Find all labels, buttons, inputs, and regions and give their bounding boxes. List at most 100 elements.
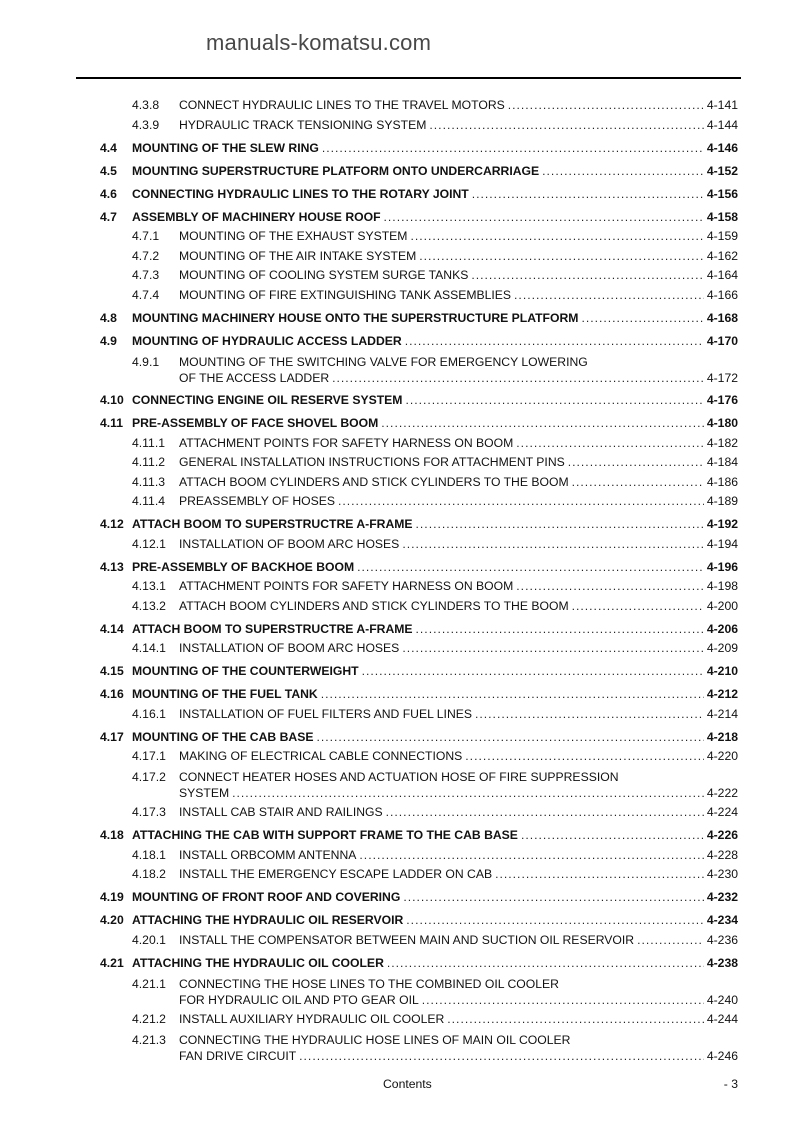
toc-entry[interactable]: 4.21 ATTACHING THE HYDRAULIC OIL COOLER 4-… bbox=[100, 954, 738, 974]
toc-entry-page[interactable]: 4-214 bbox=[706, 706, 738, 721]
toc-entry[interactable]: 4.14.1 INSTALLATION OF BOOM ARC HOSES 4-20… bbox=[100, 639, 738, 659]
toc-entry-page[interactable]: 4-158 bbox=[706, 209, 738, 224]
toc-entry[interactable]: 4.21.1 CONNECTING THE HOSE LINES TO THE C… bbox=[100, 973, 738, 1010]
toc-entry[interactable]: 4.21.2 INSTALL AUXILIARY HYDRAULIC OIL CO… bbox=[100, 1010, 738, 1030]
toc-entry[interactable]: 4.7 ASSEMBLY OF MACHINERY HOUSE ROOF 4-158 bbox=[100, 208, 738, 228]
toc-entry[interactable]: 4.11 PRE-ASSEMBLY OF FACE SHOVEL BOOM 4-18… bbox=[100, 414, 738, 434]
toc-entry-page[interactable]: 4-182 bbox=[706, 435, 738, 450]
toc-entry[interactable]: 4.19 MOUNTING OF FRONT ROOF AND COVERING 4… bbox=[100, 888, 738, 908]
toc-entry[interactable]: 4.15 MOUNTING OF THE COUNTERWEIGHT 4-210 bbox=[100, 662, 738, 682]
toc-entry-page[interactable]: 4-210 bbox=[706, 664, 738, 678]
toc-entry[interactable]: 4.17 MOUNTING OF THE CAB BASE 4-218 bbox=[100, 728, 738, 748]
toc-entry-body: MOUNTING SUPERSTRUCTURE PLATFORM ONTO UN… bbox=[132, 162, 738, 182]
toc-entry[interactable]: 4.11.4 PREASSEMBLY OF HOSES 4-189 bbox=[100, 492, 738, 512]
toc-entry[interactable]: 4.17.3 INSTALL CAB STAIR AND RAILINGS 4-22… bbox=[100, 803, 738, 823]
toc-entry-title: MOUNTING OF THE SLEW RING bbox=[132, 140, 319, 155]
toc-entry-page[interactable]: 4-168 bbox=[706, 310, 738, 325]
toc-entry-page[interactable]: 4-176 bbox=[706, 393, 738, 407]
toc-entry-number: 4.4 bbox=[100, 140, 117, 155]
toc-entry[interactable]: 4.10 CONNECTING ENGINE OIL RESERVE SYSTEM… bbox=[100, 391, 738, 411]
toc-entry-page[interactable]: 4-194 bbox=[706, 536, 738, 551]
toc-entry[interactable]: 4.16 MOUNTING OF THE FUEL TANK 4-212 bbox=[100, 685, 738, 705]
toc-entry-page[interactable]: 4-232 bbox=[706, 890, 738, 904]
toc-entry[interactable]: 4.14 ATTACH BOOM TO SUPERSTRUCTRE A-FRAME… bbox=[100, 620, 738, 640]
toc-entry-page[interactable]: 4-170 bbox=[706, 333, 738, 348]
toc-entry[interactable]: 4.9.1 MOUNTING OF THE SWITCHING VALVE FOR… bbox=[100, 351, 738, 388]
toc-entry-page[interactable]: 4-230 bbox=[706, 867, 738, 881]
toc-entry-page[interactable]: 4-156 bbox=[706, 186, 738, 201]
toc-entry[interactable]: 4.16.1 INSTALLATION OF FUEL FILTERS AND F… bbox=[100, 705, 738, 725]
toc-entry-page[interactable]: 4-206 bbox=[706, 621, 738, 636]
toc-entry[interactable]: 4.3.8 CONNECT HYDRAULIC LINES TO THE TRAV… bbox=[100, 96, 738, 116]
toc-entry[interactable]: 4.13.2 ATTACH BOOM CYLINDERS AND STICK CY… bbox=[100, 597, 738, 617]
toc-entry-page[interactable]: 4-186 bbox=[706, 474, 738, 489]
toc-entry[interactable]: 4.7.4 MOUNTING OF FIRE EXTINGUISHING TANK… bbox=[100, 286, 738, 306]
toc-entry-number: 4.6 bbox=[100, 186, 117, 201]
toc-entry-page[interactable]: 4-238 bbox=[706, 955, 738, 970]
toc-entry-page[interactable]: 4-166 bbox=[706, 287, 738, 302]
dot-leader bbox=[316, 728, 703, 748]
toc-entry[interactable]: 4.11.1 ATTACHMENT POINTS FOR SAFETY HARNE… bbox=[100, 434, 738, 454]
toc-entry-line: MOUNTING OF THE AIR INTAKE SYSTEM 4-162 bbox=[179, 247, 738, 267]
toc-entry-page[interactable]: 4-244 bbox=[706, 1011, 738, 1026]
toc-entry-page[interactable]: 4-198 bbox=[706, 579, 738, 593]
toc-entry[interactable]: 4.6 CONNECTING HYDRAULIC LINES TO THE ROT… bbox=[100, 185, 738, 205]
toc-entry-body: MOUNTING OF HYDRAULIC ACCESS LADDER 4-170 bbox=[132, 332, 738, 352]
toc-entry-body: HYDRAULIC TRACK TENSIONING SYSTEM 4-144 bbox=[179, 116, 738, 136]
toc-entry[interactable]: 4.20 ATTACHING THE HYDRAULIC OIL RESERVOI… bbox=[100, 911, 738, 931]
toc-entry-page[interactable]: 4-164 bbox=[706, 268, 738, 282]
toc-entry-number: 4.16.1 bbox=[132, 706, 166, 721]
toc-entry[interactable]: 4.7.1 MOUNTING OF THE EXHAUST SYSTEM 4-159 bbox=[100, 227, 738, 247]
toc-entry[interactable]: 4.11.3 ATTACH BOOM CYLINDERS AND STICK CY… bbox=[100, 473, 738, 493]
toc-entry[interactable]: 4.4 MOUNTING OF THE SLEW RING 4-146 bbox=[100, 139, 738, 159]
toc-entry-page[interactable]: 4-236 bbox=[706, 932, 738, 947]
toc-entry-page[interactable]: 4-240 bbox=[706, 992, 738, 1007]
toc-entry[interactable]: 4.3.9 HYDRAULIC TRACK TENSIONING SYSTEM 4-… bbox=[100, 116, 738, 136]
toc-entry-page[interactable]: 4-159 bbox=[706, 229, 738, 243]
toc-entry-title: ATTACH BOOM CYLINDERS AND STICK CYLINDER… bbox=[179, 598, 569, 613]
toc-entry[interactable]: 4.13.1 ATTACHMENT POINTS FOR SAFETY HARNE… bbox=[100, 577, 738, 597]
toc-entry-page[interactable]: 4-234 bbox=[706, 913, 738, 927]
toc-entry[interactable]: 4.17.2 CONNECT HEATER HOSES AND ACTUATION… bbox=[100, 767, 738, 804]
toc-entry[interactable]: 4.18.1 INSTALL ORBCOMM ANTENNA 4-228 bbox=[100, 846, 738, 866]
toc-entry[interactable]: 4.17.1 MAKING OF ELECTRICAL CABLE CONNECT… bbox=[100, 747, 738, 767]
toc-entry-page[interactable]: 4-220 bbox=[706, 749, 738, 763]
toc-entry-page[interactable]: 4-144 bbox=[706, 117, 738, 132]
toc-entry-line: MOUNTING OF HYDRAULIC ACCESS LADDER 4-170 bbox=[132, 332, 738, 352]
toc-entry[interactable]: 4.18 ATTACHING THE CAB WITH SUPPORT FRAME… bbox=[100, 826, 738, 846]
toc-entry[interactable]: 4.5 MOUNTING SUPERSTRUCTURE PLATFORM ONTO… bbox=[100, 162, 738, 182]
toc-entry[interactable]: 4.21.3 CONNECTING THE HYDRAULIC HOSE LINE… bbox=[100, 1029, 738, 1066]
toc-entry[interactable]: 4.9 MOUNTING OF HYDRAULIC ACCESS LADDER 4-… bbox=[100, 332, 738, 352]
toc-entry-page[interactable]: 4-212 bbox=[706, 687, 738, 701]
toc-entry[interactable]: 4.20.1 INSTALL THE COMPENSATOR BETWEEN MA… bbox=[100, 931, 738, 951]
toc-entry[interactable]: 4.8 MOUNTING MACHINERY HOUSE ONTO THE SUP… bbox=[100, 309, 738, 329]
toc-entry[interactable]: 4.13 PRE-ASSEMBLY OF BACKHOE BOOM 4-196 bbox=[100, 558, 738, 578]
toc-entry-page[interactable]: 4-172 bbox=[706, 370, 738, 385]
toc-entry-page[interactable]: 4-200 bbox=[706, 598, 738, 613]
toc-entry-page[interactable]: 4-184 bbox=[706, 455, 738, 469]
toc-entry-page[interactable]: 4-209 bbox=[706, 641, 738, 655]
toc-entry-page[interactable]: 4-192 bbox=[706, 517, 738, 531]
toc-entry-page[interactable]: 4-222 bbox=[706, 786, 738, 800]
toc-entry[interactable]: 4.12 ATTACH BOOM TO SUPERSTRUCTRE A-FRAME… bbox=[100, 515, 738, 535]
toc-entry-page[interactable]: 4-218 bbox=[706, 729, 738, 744]
toc-entry-page[interactable]: 4-152 bbox=[706, 163, 738, 178]
toc-entry-title: FOR HYDRAULIC OIL AND PTO GEAR OIL bbox=[179, 992, 419, 1007]
toc-entry[interactable]: 4.7.2 MOUNTING OF THE AIR INTAKE SYSTEM 4-… bbox=[100, 247, 738, 267]
dot-leader bbox=[495, 865, 704, 885]
toc-entry-page[interactable]: 4-189 bbox=[706, 494, 738, 508]
toc-entry[interactable]: 4.7.3 MOUNTING OF COOLING SYSTEM SURGE TA… bbox=[100, 266, 738, 286]
toc-entry-page[interactable]: 4-228 bbox=[706, 847, 738, 862]
toc-entry-page[interactable]: 4-162 bbox=[706, 248, 738, 263]
toc-entry-page[interactable]: 4-141 bbox=[706, 98, 738, 112]
toc-entry-page[interactable]: 4-180 bbox=[706, 416, 738, 430]
toc-entry[interactable]: 4.12.1 INSTALLATION OF BOOM ARC HOSES 4-19… bbox=[100, 535, 738, 555]
toc-entry-page[interactable]: 4-146 bbox=[706, 140, 738, 155]
toc-entry-page[interactable]: 4-196 bbox=[706, 559, 738, 574]
toc-entry-body: MOUNTING OF THE SWITCHING VALVE FOR EMER… bbox=[179, 354, 738, 386]
toc-entry-page[interactable]: 4-246 bbox=[706, 1048, 738, 1063]
toc-entry-page[interactable]: 4-224 bbox=[706, 805, 738, 819]
toc-entry[interactable]: 4.18.2 INSTALL THE EMERGENCY ESCAPE LADDE… bbox=[100, 865, 738, 885]
toc-entry-page[interactable]: 4-226 bbox=[706, 828, 738, 842]
toc-entry[interactable]: 4.11.2 GENERAL INSTALLATION INSTRUCTIONS … bbox=[100, 453, 738, 473]
